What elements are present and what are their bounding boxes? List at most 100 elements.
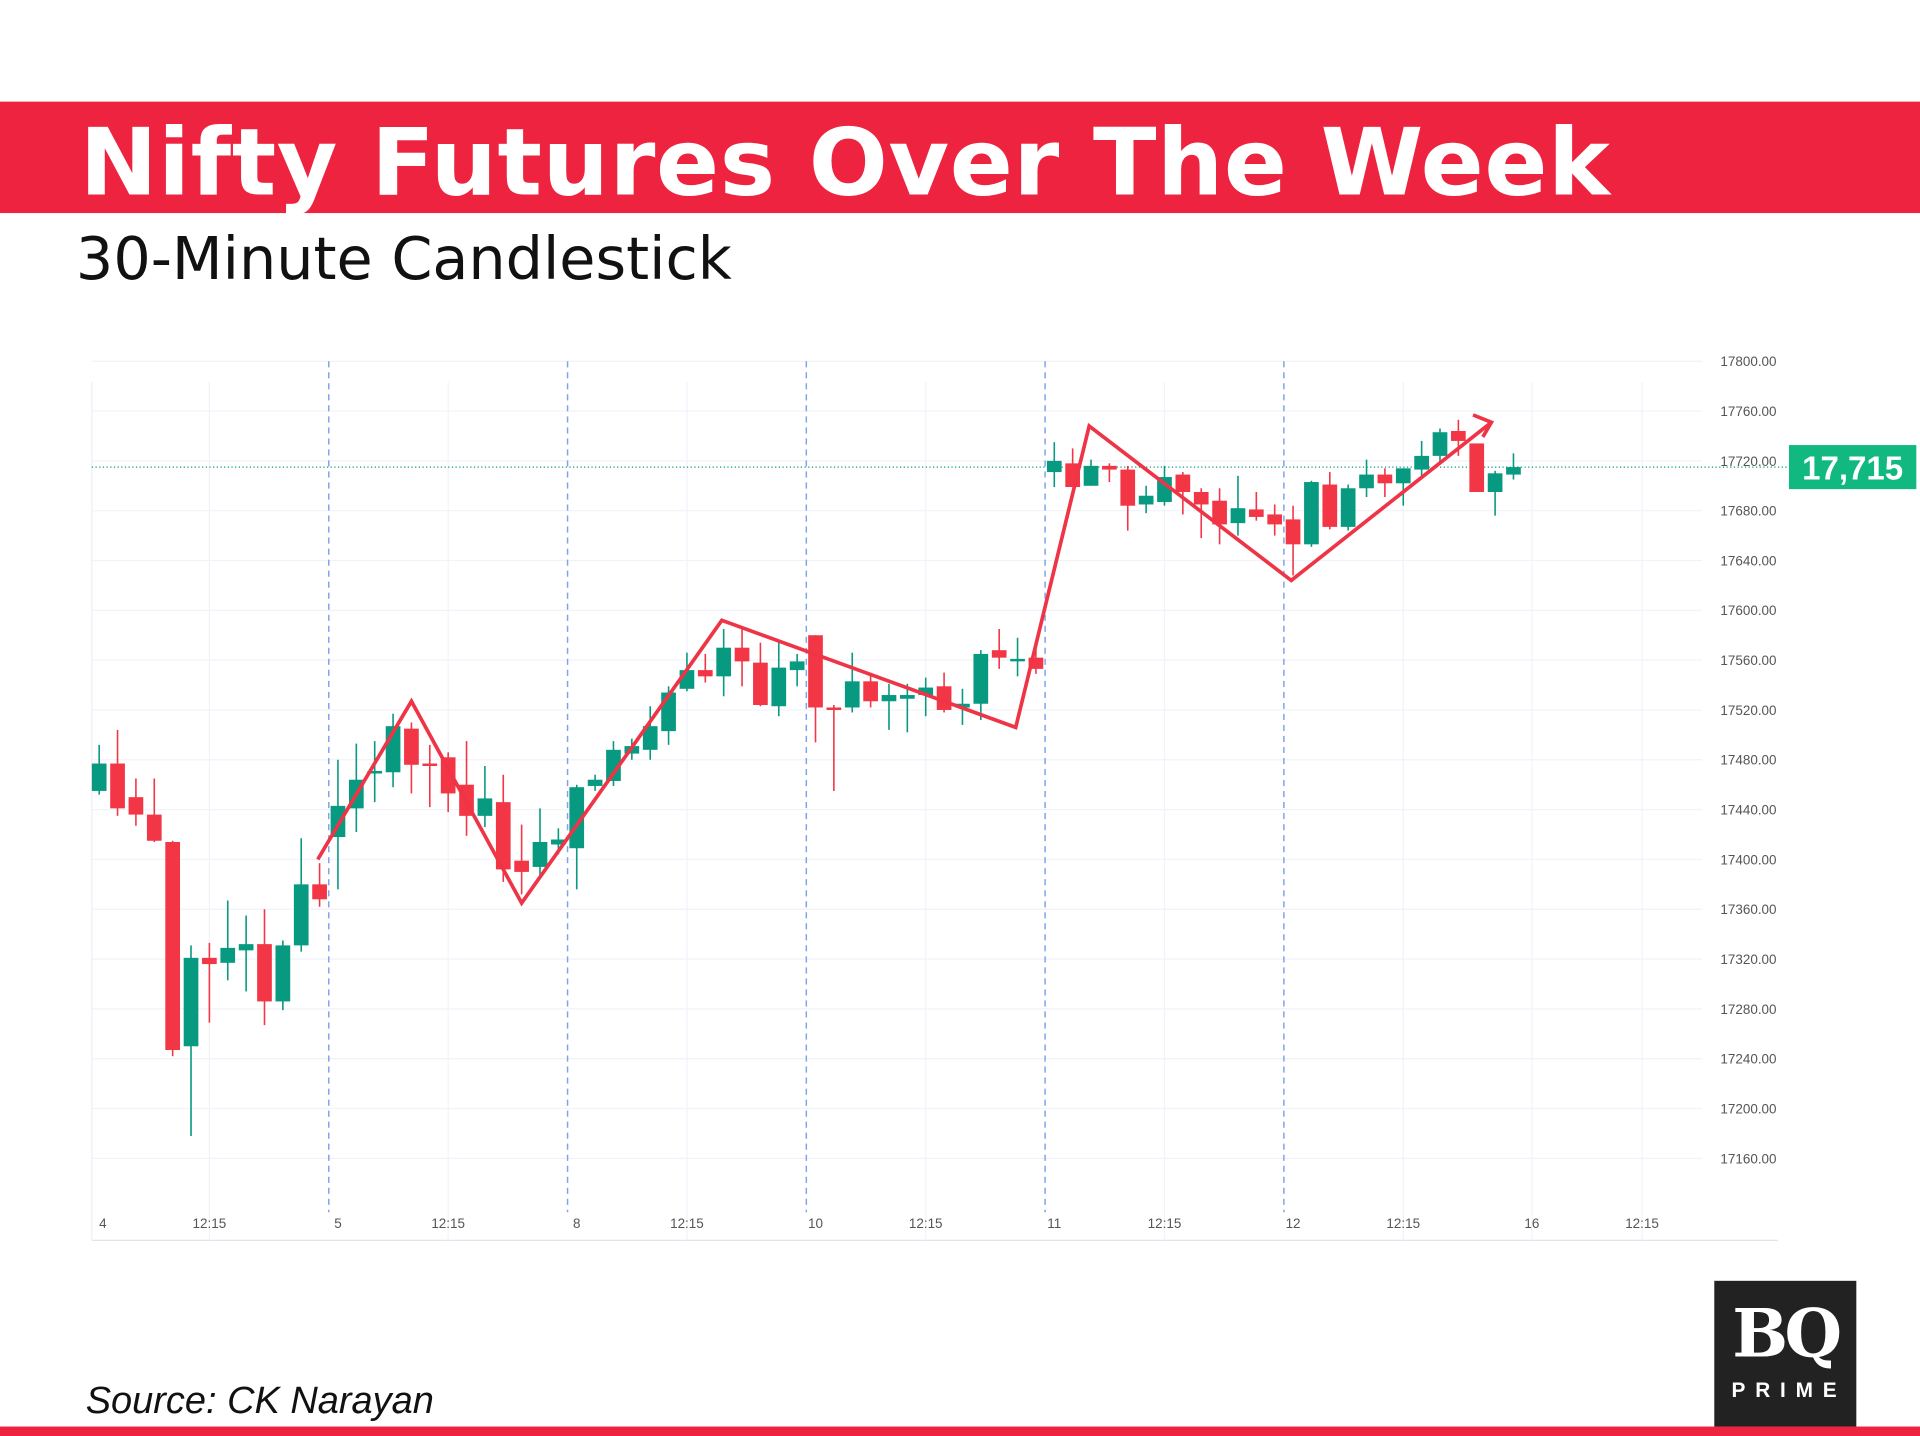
candle xyxy=(1212,488,1227,545)
candle xyxy=(789,653,805,687)
candle xyxy=(973,650,989,720)
y-tick-label: 17400.00 xyxy=(1720,852,1776,867)
candle xyxy=(1377,468,1393,497)
y-tick-label: 17720.00 xyxy=(1720,454,1776,469)
candle xyxy=(165,840,181,1057)
y-tick-label: 17360.00 xyxy=(1720,902,1776,917)
candle-body xyxy=(238,944,254,951)
candle-body xyxy=(826,707,842,710)
candle-body xyxy=(477,798,493,816)
candle xyxy=(91,744,107,795)
candle xyxy=(1138,485,1154,514)
x-tick-label: 12 xyxy=(1286,1216,1301,1231)
candle xyxy=(1102,463,1117,483)
candle-body xyxy=(404,728,419,765)
x-tick-label: 12:15 xyxy=(1625,1216,1659,1231)
candle xyxy=(1120,465,1136,531)
candle xyxy=(826,704,842,791)
x-tick-label: 12:15 xyxy=(909,1216,943,1231)
candle xyxy=(495,774,511,882)
x-tick-label: 12:15 xyxy=(1386,1216,1420,1231)
candle-body xyxy=(1414,455,1429,470)
candle-body xyxy=(881,695,897,702)
candle-body xyxy=(1010,658,1025,662)
candle-body xyxy=(1120,469,1136,506)
candle-body xyxy=(808,635,823,708)
trendline-arrowhead-icon xyxy=(1472,413,1495,438)
candle-body xyxy=(1395,468,1411,484)
candle xyxy=(1432,428,1448,463)
x-tick-label: 4 xyxy=(99,1216,107,1231)
x-tick-label: 16 xyxy=(1524,1216,1539,1231)
candle xyxy=(936,672,952,713)
candle xyxy=(275,940,291,1011)
last-price-badge xyxy=(1788,445,1917,490)
candle-body xyxy=(753,662,768,705)
candle xyxy=(753,642,768,707)
candle-body xyxy=(1028,657,1044,669)
candle xyxy=(404,722,419,794)
candle-body xyxy=(1267,514,1283,525)
candle-body xyxy=(973,653,989,704)
candle-body xyxy=(1340,488,1356,527)
candle-body xyxy=(716,647,732,677)
bottom-rule xyxy=(0,1426,1920,1436)
candle-body xyxy=(771,667,787,707)
candle xyxy=(1285,505,1301,576)
y-tick-label: 17440.00 xyxy=(1720,803,1776,818)
y-tick-label: 17200.00 xyxy=(1720,1101,1776,1116)
candle xyxy=(514,824,529,895)
y-tick-label: 17240.00 xyxy=(1720,1052,1776,1067)
candle-body xyxy=(275,945,291,1002)
candle xyxy=(642,706,658,760)
logo-sub: PRIME xyxy=(1731,1378,1847,1403)
candle xyxy=(459,741,474,836)
candle-body xyxy=(642,726,658,750)
candle xyxy=(771,642,787,717)
trendline xyxy=(316,420,1493,907)
candle-body xyxy=(1322,484,1338,527)
candle xyxy=(587,774,603,791)
candle-body xyxy=(789,661,805,671)
candle-body xyxy=(1359,474,1374,489)
candle-body xyxy=(220,947,236,963)
candle-body xyxy=(202,957,217,965)
candle xyxy=(1248,492,1264,521)
candle-body xyxy=(183,957,199,1047)
candle-body xyxy=(1377,474,1393,484)
candle-body xyxy=(551,839,566,845)
candle-body xyxy=(1193,492,1209,505)
candle xyxy=(1469,443,1485,493)
y-tick-label: 17160.00 xyxy=(1720,1151,1776,1166)
candle-body xyxy=(367,771,383,774)
x-tick-label: 12:15 xyxy=(1148,1216,1182,1231)
x-tick-label: 5 xyxy=(334,1216,341,1231)
candle xyxy=(1010,637,1025,677)
candle-body xyxy=(146,814,162,841)
candle-body xyxy=(1304,482,1319,545)
candle-body xyxy=(1487,473,1503,493)
x-tick-label: 12:15 xyxy=(193,1216,227,1231)
candle xyxy=(918,677,934,717)
y-tick-label: 17640.00 xyxy=(1720,553,1776,568)
candle xyxy=(367,741,383,803)
candle xyxy=(881,683,897,730)
candle xyxy=(1083,459,1099,486)
candle-body xyxy=(1212,500,1227,525)
candle-body xyxy=(422,763,438,766)
candle-body xyxy=(1157,477,1172,502)
candle xyxy=(1267,504,1283,536)
x-tick-label: 8 xyxy=(573,1216,580,1231)
x-tick-label: 11 xyxy=(1047,1216,1061,1231)
y-tick-label: 17760.00 xyxy=(1720,404,1776,419)
candle xyxy=(734,629,750,687)
y-tick-label: 17520.00 xyxy=(1720,703,1776,718)
candle-body xyxy=(1469,443,1485,493)
y-tick-label: 17320.00 xyxy=(1720,952,1776,967)
candle xyxy=(312,863,327,907)
candle xyxy=(569,784,585,890)
candle xyxy=(1414,440,1429,479)
candle xyxy=(1395,468,1411,506)
candle-body xyxy=(1432,432,1448,456)
